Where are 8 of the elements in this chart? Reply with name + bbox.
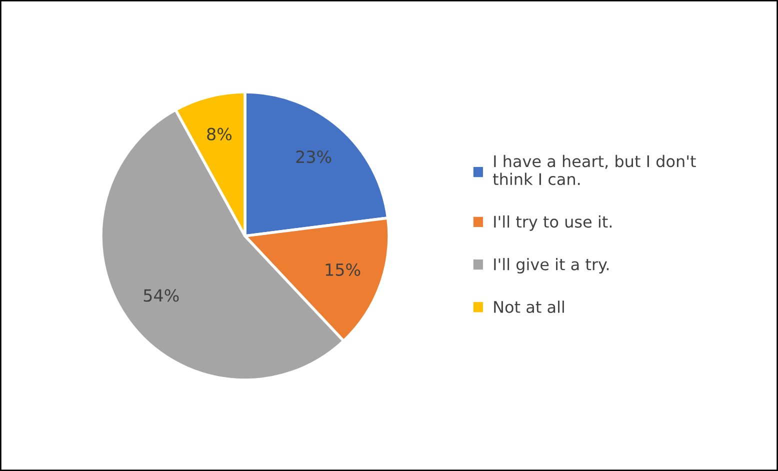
legend-label: Not at all (494, 300, 564, 313)
legend-label: I'll give it a try. (494, 258, 609, 274)
legend-label: I'll try to use it. (494, 215, 612, 231)
data-label: 8% (207, 128, 232, 140)
data-label: 15% (326, 263, 360, 276)
data-label: 23% (296, 150, 332, 164)
data-label: 54% (144, 289, 179, 302)
legend-label: I have a heart, but I don't think I can. (492, 154, 696, 186)
